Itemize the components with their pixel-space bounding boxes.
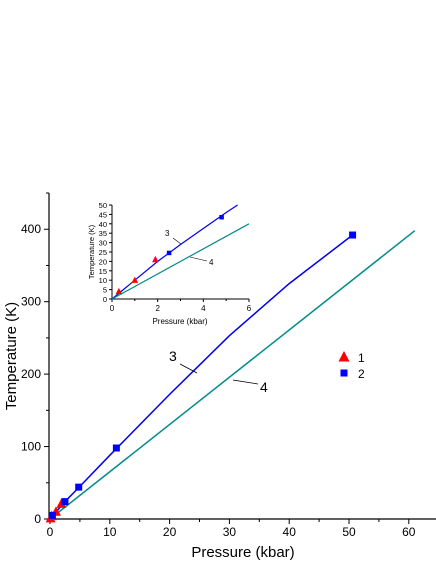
inset-y-tick-label: 35 [99,229,107,238]
inset-line-3-label: 3 [165,229,170,238]
y-tick-label: 300 [21,295,41,309]
y-axis-label: Temperature (K) [3,302,20,410]
inset-line-4-label: 4 [209,258,214,267]
inset-y-tick-label: 40 [99,220,107,229]
x-tick-label: 10 [103,525,117,539]
inset-x-axis-label: Pressure (kbar) [152,317,207,326]
inset-y-tick-label: 5 [103,286,107,295]
inset-y-tick-label: 25 [99,248,107,257]
inset-x-tick-label: 6 [247,304,252,313]
inset-series-1-point [131,276,139,283]
legend: 12 [338,351,365,381]
series-1-point [56,498,67,508]
x-tick-label: 30 [223,525,237,539]
x-tick-label: 60 [402,525,416,539]
line-4 [49,230,416,520]
x-tick-label: 40 [283,525,297,539]
series-2-point [112,444,120,452]
inset-y-tick-label: 50 [99,201,107,210]
y-tick-label: 100 [21,440,41,454]
inset-x-tick-label: 0 [110,304,115,313]
line-3-label: 3 [169,348,177,364]
inset-y-tick-label: 45 [99,210,107,219]
legend-marker-1 [338,351,350,362]
x-tick-label: 20 [163,525,177,539]
x-tick-label: 50 [342,525,356,539]
inset-line-4-leader [189,256,208,262]
inset-y-tick-label: 20 [99,257,107,266]
legend-marker-2 [340,369,348,377]
y-tick-label: 200 [21,367,41,381]
series-2-point [48,511,56,519]
inset-line-3-leader [172,237,182,245]
inset-y-tick-label: 0 [103,295,107,304]
line-3-leader [179,363,198,374]
x-tick-label: 0 [47,525,54,539]
inset-series-2-point [219,214,224,220]
line-4-leader [232,379,259,385]
inset-line-4 [111,223,250,300]
inset-line-3 [111,204,238,300]
inset-series-1-point [115,287,123,295]
y-tick-label: 400 [21,222,41,236]
inset-series-2-point [166,250,172,256]
series-2-point [349,231,357,239]
y-tick-label: 0 [34,512,41,526]
series-2-point [75,483,83,491]
inset-series-1-point [152,255,159,263]
inset-y-tick-label: 15 [99,267,107,276]
legend-label-2: 2 [358,367,365,381]
inset-y-tick-label: 30 [99,239,107,248]
inset-y-axis-label: Temperature (K) [87,224,96,279]
line-4-label: 4 [260,379,268,395]
legend-label-1: 1 [358,351,365,365]
series-2-point [61,498,69,506]
x-axis-label: Pressure (kbar) [191,544,294,561]
inset-y-tick-label: 10 [99,276,107,285]
inset-x-tick-label: 4 [201,304,206,313]
inset-x-tick-label: 2 [155,304,160,313]
